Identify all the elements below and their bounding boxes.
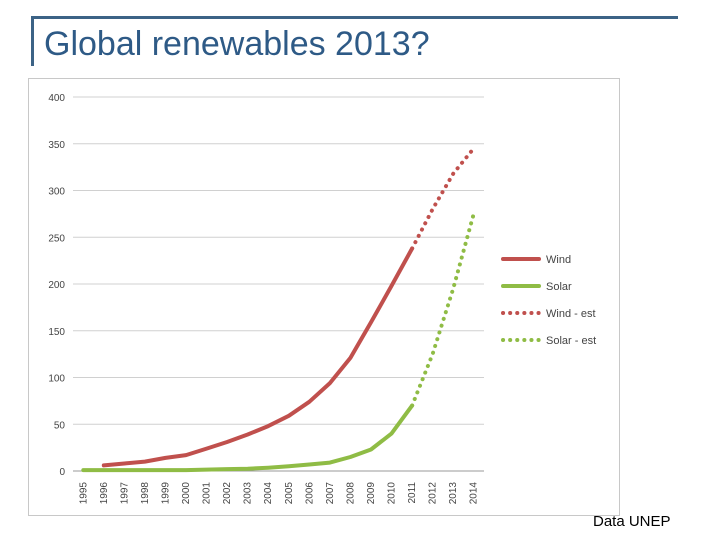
x-tick-label-1996: 1996: [99, 482, 110, 505]
x-tick-label-2008: 2008: [345, 482, 356, 505]
y-tick-label-200: 200: [48, 280, 65, 291]
legend-label-solar: Solar: [546, 281, 572, 293]
x-tick-label-2000: 2000: [181, 482, 192, 505]
x-tick-label-2006: 2006: [304, 482, 315, 505]
x-tick-label-2005: 2005: [284, 482, 295, 505]
x-tick-label-2001: 2001: [202, 482, 213, 505]
source-note: Data UNEP: [593, 513, 671, 530]
chart-frame: 0 50 100 150 200 250 300 350 400 1995 1996 1997 1998…: [28, 78, 620, 516]
series-line-wind-est: [410, 146, 476, 251]
x-tick-label-2014: 2014: [469, 482, 480, 505]
legend-label-solar-est: Solar - est: [546, 335, 596, 347]
y-tick-label-50: 50: [54, 420, 66, 431]
x-tick-label-2010: 2010: [387, 482, 398, 505]
x-tick-label-1997: 1997: [119, 482, 130, 505]
line-chart: 0 50 100 150 200 250 300 350 400 1995 1996 1997 1998…: [48, 93, 596, 505]
x-tick-label-2012: 2012: [428, 482, 439, 505]
series-line-solar-est: [410, 211, 476, 408]
legend-label-wind-est: Wind - est: [546, 308, 596, 320]
title-left-rule: [31, 16, 34, 66]
x-tick-label-2004: 2004: [263, 482, 274, 505]
y-tick-label-300: 300: [48, 187, 65, 198]
x-tick-label-2013: 2013: [448, 482, 459, 505]
series-line-wind: [101, 246, 415, 468]
x-tick-label-2009: 2009: [366, 482, 377, 505]
y-tick-label-400: 400: [48, 93, 65, 104]
series-line-solar: [81, 403, 415, 473]
title-top-rule: [31, 16, 678, 19]
x-tick-label-2002: 2002: [222, 482, 233, 505]
slide-title: Global renewables 2013?: [44, 25, 430, 63]
y-tick-label-0: 0: [59, 467, 65, 478]
y-tick-label-250: 250: [48, 233, 65, 244]
y-tick-label-350: 350: [48, 140, 65, 151]
x-tick-label-2007: 2007: [325, 482, 336, 505]
x-tick-label-2003: 2003: [243, 482, 254, 505]
x-tick-label-1998: 1998: [140, 482, 151, 505]
y-tick-label-150: 150: [48, 327, 65, 338]
x-tick-label-2011: 2011: [407, 482, 418, 504]
legend-label-wind: Wind: [546, 254, 571, 266]
x-tick-label-1995: 1995: [78, 482, 89, 505]
y-tick-label-100: 100: [48, 374, 65, 385]
x-tick-label-1999: 1999: [160, 482, 171, 505]
